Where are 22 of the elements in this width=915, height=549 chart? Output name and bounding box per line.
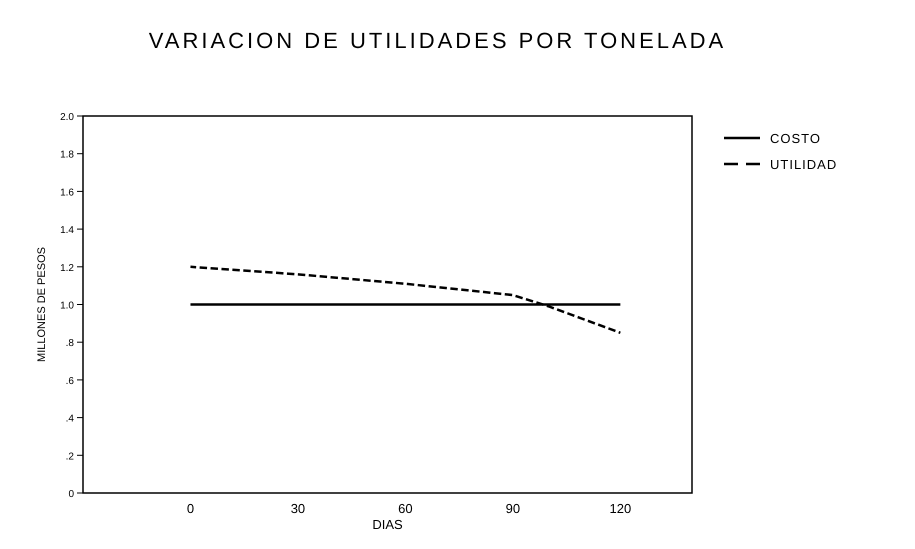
x-tick-label: 30 bbox=[290, 501, 306, 516]
y-tick-label: 0 bbox=[68, 489, 74, 500]
y-tick-label: 1.0 bbox=[60, 300, 74, 312]
y-tick-label: 1.6 bbox=[60, 187, 74, 198]
y-axis-title: MILLONES DE PESOS bbox=[36, 247, 48, 362]
chart-title: VARIACION DE UTILIDADES POR TONELADA bbox=[148, 28, 726, 53]
y-tick-label: .2 bbox=[66, 451, 74, 462]
x-tick-label: 120 bbox=[610, 501, 632, 516]
x-tick-label: 0 bbox=[186, 501, 194, 516]
y-tick-label: 1.2 bbox=[60, 262, 74, 274]
x-tick-label: 90 bbox=[506, 501, 520, 516]
y-tick-label: 1.4 bbox=[60, 225, 74, 236]
y-tick-label: .6 bbox=[66, 376, 74, 387]
y-tick-label: 1.8 bbox=[60, 150, 74, 161]
y-tick-label: 2.0 bbox=[60, 112, 74, 123]
line-series bbox=[189, 266, 622, 334]
y-tick-label: .4 bbox=[66, 414, 74, 425]
legend-label: UTILIDAD bbox=[770, 157, 838, 172]
legend-label: COSTO bbox=[770, 131, 821, 146]
x-tick-label: 60 bbox=[398, 501, 413, 516]
y-tick-label: .8 bbox=[66, 338, 74, 350]
x-axis-title: DIAS bbox=[372, 517, 403, 532]
